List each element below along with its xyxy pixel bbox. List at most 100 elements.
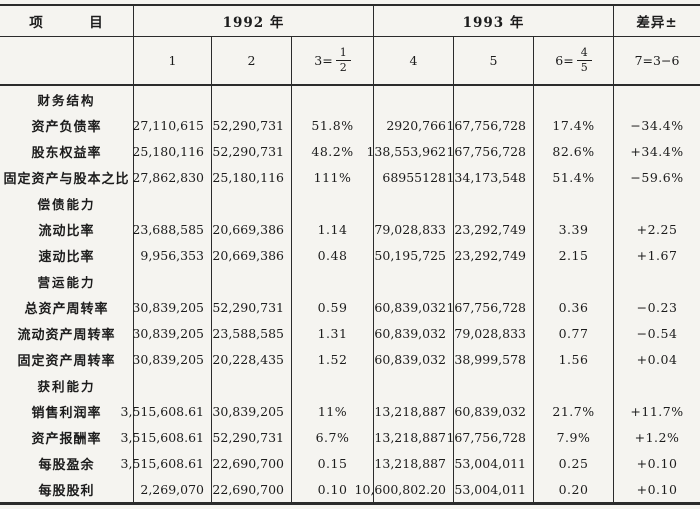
cell-1993-col5 [454, 86, 534, 112]
cell-1993-col4: 68955128 [374, 164, 454, 190]
cell-difference: +1.2% [634, 429, 680, 445]
cell-1992-col1: 25,180,116 [132, 138, 212, 164]
cell-1993-col5 [454, 268, 534, 294]
cell-1993-col5: 167,756,728 [446, 294, 534, 320]
header-col-6: 6= 4 5 [534, 37, 614, 84]
cell-1992-col2 [212, 372, 292, 398]
cell-1993-col4 [374, 268, 454, 294]
row-label: 每股股利 [0, 476, 134, 502]
cell-1993-ratio: 17.4% [534, 112, 614, 138]
cell-1992-col1: 30,839,205 [132, 346, 212, 372]
header-col-6-fraction: 4 5 [576, 47, 592, 74]
cell-1993-col4: 60,839,032 [374, 320, 454, 346]
cell-1993-ratio [534, 86, 614, 112]
cell-1993-col5: 167,756,728 [446, 138, 534, 164]
row-label: 资产报酬率 [0, 424, 134, 450]
cell-difference: +34.4% [630, 143, 684, 159]
cell-1992-ratio: 0.59 [292, 294, 374, 320]
cell-1992-col2: 23,588,585 [212, 320, 292, 346]
header-col-6-prefix: 6= [555, 53, 574, 68]
cell-1992-ratio: 0.10 [292, 476, 374, 502]
row-label: 总资产周转率 [0, 294, 134, 320]
cell-1992-col2: 22,690,700 [212, 476, 292, 502]
row-label: 偿债能力 [0, 190, 134, 216]
cell-1992-col1: 3,515,608.61 [121, 450, 212, 476]
cell-1992-ratio: 11% [292, 398, 374, 424]
fraction-denominator: 5 [580, 61, 588, 74]
cell-1992-col1 [134, 190, 212, 216]
table-header-columns: 1 2 3= 1 2 4 5 6= 4 5 7=3−6 [0, 37, 700, 86]
cell-1992-ratio: 1.14 [292, 216, 374, 242]
header-difference: 差异± [636, 15, 678, 31]
cell-1993-col5: 53,004,011 [454, 476, 534, 502]
cell-1993-col4: 79,028,833 [374, 216, 454, 242]
cell-1992-col1 [134, 86, 212, 112]
cell-1992-ratio [292, 372, 374, 398]
table-row-category: 营运能力 [0, 268, 700, 294]
cell-1992-col2: 20,228,435 [212, 346, 292, 372]
cell-1993-col4 [374, 86, 454, 112]
cell-1992-col2: 22,690,700 [212, 450, 292, 476]
table-row: 每股盈余 3,515,608.61 22,690,700 0.15 13,218… [0, 450, 700, 476]
cell-difference: +0.10 [636, 481, 678, 497]
cell-1993-ratio: 0.77 [534, 320, 614, 346]
cell-difference: +0.10 [636, 455, 678, 471]
cell-1993-ratio: 7.9% [534, 424, 614, 450]
cell-1993-col5: 60,839,032 [454, 398, 534, 424]
table-row: 每股股利 2,269,070 22,690,700 0.10 10,600,80… [0, 476, 700, 502]
cell-1993-col5 [454, 372, 534, 398]
cell-difference: −0.54 [636, 325, 678, 341]
header-col-4: 4 [374, 37, 454, 84]
row-label: 股东权益率 [0, 138, 134, 164]
cell-1993-col4: 10,600,802.20 [355, 476, 454, 502]
table-row-category: 获利能力 [0, 372, 700, 398]
cell-1993-ratio: 2.15 [534, 242, 614, 268]
cell-1993-col5: 23,292,749 [454, 242, 534, 268]
cell-1992-col2: 52,290,731 [212, 424, 292, 450]
cell-1992-col1 [134, 268, 212, 294]
table-row: 流动资产周转率 30,839,205 23,588,585 1.31 60,83… [0, 320, 700, 346]
header-col-1: 1 [134, 37, 212, 84]
cell-1992-col2: 52,290,731 [212, 112, 292, 138]
cell-1992-ratio: 6.7% [292, 424, 374, 450]
cell-1992-ratio [292, 86, 374, 112]
cell-1993-col4 [374, 372, 454, 398]
cell-1993-col4: 60,839,032 [374, 294, 454, 320]
cell-1993-col5: 167,756,728 [446, 424, 534, 450]
cell-1992-ratio [292, 268, 374, 294]
cell-1993-ratio [534, 268, 614, 294]
cell-difference [614, 372, 700, 398]
table-row: 总资产周转率 30,839,205 52,290,731 0.59 60,839… [0, 294, 700, 320]
cell-1993-col5: 167,756,728 [446, 112, 534, 138]
row-label: 流动比率 [0, 216, 134, 242]
header-col-5: 5 [454, 37, 534, 84]
header-col-7: 7=3−6 [634, 53, 680, 68]
fraction-denominator: 2 [339, 61, 347, 74]
cell-1993-ratio: 82.6% [534, 138, 614, 164]
table-header-years: 项 目 1992 年 1993 年 差异± [0, 6, 700, 37]
cell-1993-ratio [534, 372, 614, 398]
header-item: 项 目 [0, 6, 134, 36]
table-row: 销售利润率 3,515,608.61 30,839,205 11% 13,218… [0, 398, 700, 424]
cell-1992-ratio: 1.52 [292, 346, 374, 372]
cell-1993-ratio: 21.7% [534, 398, 614, 424]
header-col-3: 3= 1 2 [292, 37, 374, 84]
cell-1992-col1: 27,110,615 [132, 112, 212, 138]
fraction-numerator: 4 [576, 47, 592, 61]
table-row: 股东权益率 25,180,116 52,290,731 48.2% 138,55… [0, 138, 700, 164]
table-row-category: 财务结构 [0, 86, 700, 112]
cell-1993-col5: 134,173,548 [446, 164, 534, 190]
cell-1992-col1: 23,688,585 [132, 216, 212, 242]
table-body: 财务结构 资产负债率 27,110,615 52,290,731 51.8% 2… [0, 86, 700, 502]
cell-1993-col4: 13,218,887 [374, 450, 454, 476]
cell-1992-ratio: 51.8% [292, 112, 374, 138]
cell-1993-ratio: 0.36 [534, 294, 614, 320]
table-row: 流动比率 23,688,585 20,669,386 1.14 79,028,8… [0, 216, 700, 242]
cell-1992-col1: 30,839,205 [132, 294, 212, 320]
cell-difference: −59.6% [630, 169, 684, 185]
row-label: 固定资产与股本之比 [0, 164, 134, 190]
cell-1992-ratio: 0.15 [292, 450, 374, 476]
cell-difference: +11.7% [630, 403, 684, 419]
cell-1993-col4 [374, 190, 454, 216]
row-label: 营运能力 [0, 268, 134, 294]
